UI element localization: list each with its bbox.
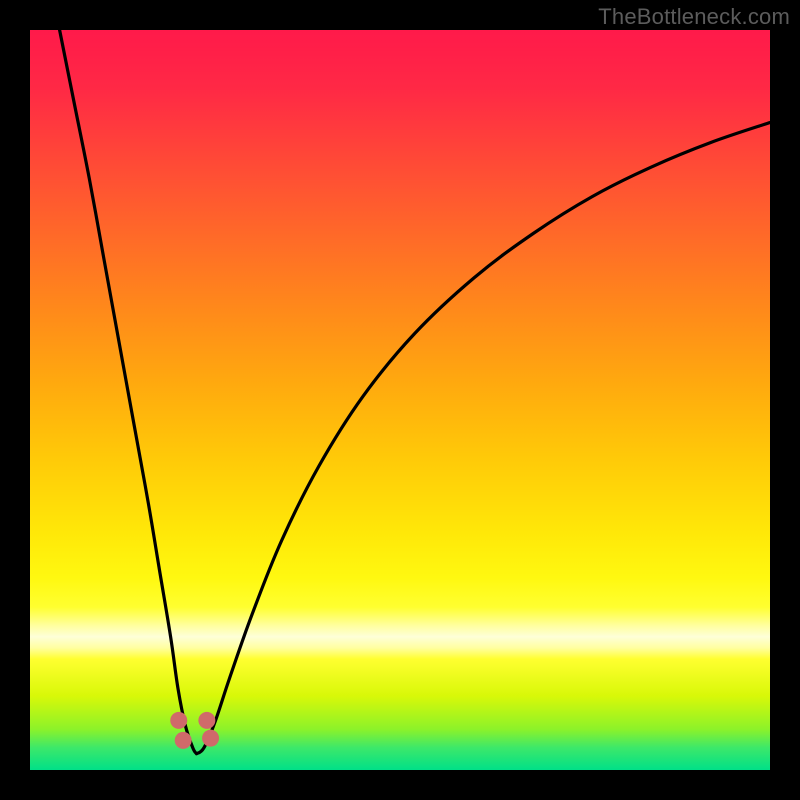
gradient-background (30, 30, 770, 770)
plot-area (30, 30, 770, 770)
chart-svg (30, 30, 770, 770)
watermark-text: TheBottleneck.com (598, 4, 790, 30)
data-marker (202, 730, 219, 747)
data-marker (175, 732, 192, 749)
data-marker (170, 712, 187, 729)
data-marker (198, 712, 215, 729)
